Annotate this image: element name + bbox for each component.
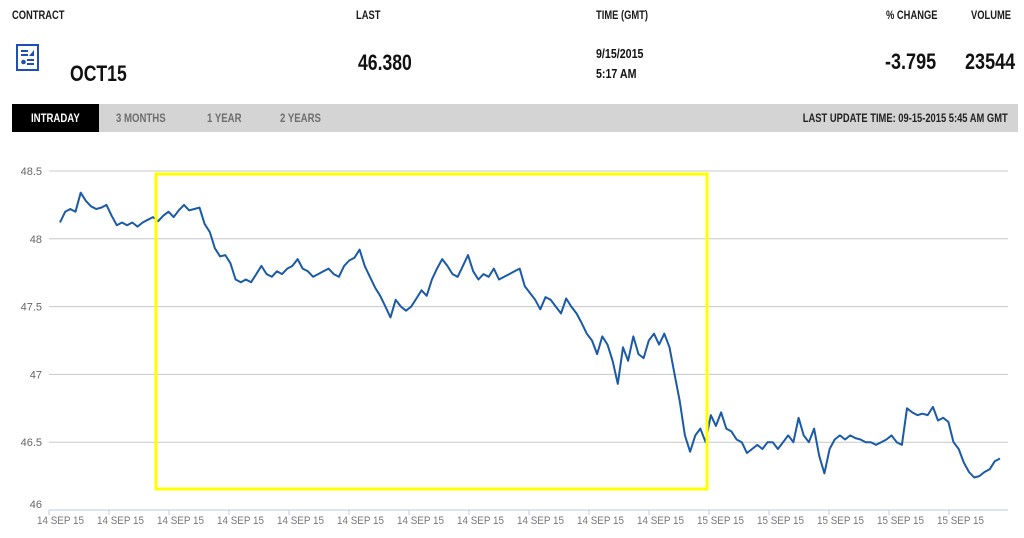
last-value: 46.380 <box>358 50 412 75</box>
highlight-box <box>154 172 709 491</box>
svg-text:15 SEP 15: 15 SEP 15 <box>877 515 924 527</box>
tab-intraday[interactable]: INTRADAY <box>12 104 99 132</box>
svg-text:14 SEP 15: 14 SEP 15 <box>457 515 504 527</box>
x-axis-ticks: 14 SEP 15 14 SEP 15 14 SEP 15 14 SEP 15 14 S… <box>37 510 984 527</box>
svg-text:47.5: 47.5 <box>21 302 42 314</box>
svg-text:14 SEP 15: 14 SEP 15 <box>637 515 684 527</box>
svg-text:48: 48 <box>30 234 42 246</box>
last-header: LAST <box>356 8 381 22</box>
chart-gridlines <box>49 170 1008 511</box>
tab-3-months[interactable]: 3 MONTHS <box>116 111 166 125</box>
svg-text:15 SEP 15: 15 SEP 15 <box>937 515 984 527</box>
volume-header: VOLUME <box>971 8 1012 22</box>
tab-2-years[interactable]: 2 YEARS <box>280 111 321 125</box>
svg-text:14 SEP 15: 14 SEP 15 <box>157 515 204 527</box>
tab-1-year[interactable]: 1 YEAR <box>207 111 242 125</box>
change-header: % CHANGE <box>886 8 938 22</box>
contract-header: CONTRACT <box>12 8 65 22</box>
date-value: 9/15/2015 <box>596 46 644 61</box>
svg-text:46.5: 46.5 <box>21 437 42 449</box>
time-value: 5:17 AM <box>596 66 637 81</box>
volume-value: 23544 <box>965 49 1016 74</box>
svg-text:14 SEP 15: 14 SEP 15 <box>397 515 444 527</box>
last-update-time: LAST UPDATE TIME: 09-15-2015 5:45 AM GMT <box>803 111 1008 125</box>
svg-text:14 SEP 15: 14 SEP 15 <box>97 515 144 527</box>
svg-text:15 SEP 15: 15 SEP 15 <box>697 515 744 527</box>
svg-text:14 SEP 15: 14 SEP 15 <box>577 515 624 527</box>
y-axis-ticks: 48.5 48 47.5 47 46.5 46 <box>21 166 42 511</box>
svg-text:14 SEP 15: 14 SEP 15 <box>337 515 384 527</box>
svg-text:14 SEP 15: 14 SEP 15 <box>37 515 84 527</box>
svg-text:15 SEP 15: 15 SEP 15 <box>817 515 864 527</box>
range-tab-bar: INTRADAY 3 MONTHS 1 YEAR 2 YEARS LAST UP… <box>12 104 1018 132</box>
report-document-icon <box>16 44 39 71</box>
svg-text:14 SEP 15: 14 SEP 15 <box>217 515 264 527</box>
svg-text:14 SEP 15: 14 SEP 15 <box>277 515 324 527</box>
time-header: TIME (GMT) <box>596 8 648 22</box>
svg-text:48.5: 48.5 <box>21 166 42 178</box>
svg-text:47: 47 <box>30 369 42 381</box>
contract-value: OCT15 <box>70 61 127 86</box>
svg-text:46: 46 <box>30 499 42 511</box>
price-line <box>59 191 1001 479</box>
svg-text:14 SEP 15: 14 SEP 15 <box>517 515 564 527</box>
change-value: -3.795 <box>885 49 937 74</box>
svg-text:15 SEP 15: 15 SEP 15 <box>757 515 804 527</box>
